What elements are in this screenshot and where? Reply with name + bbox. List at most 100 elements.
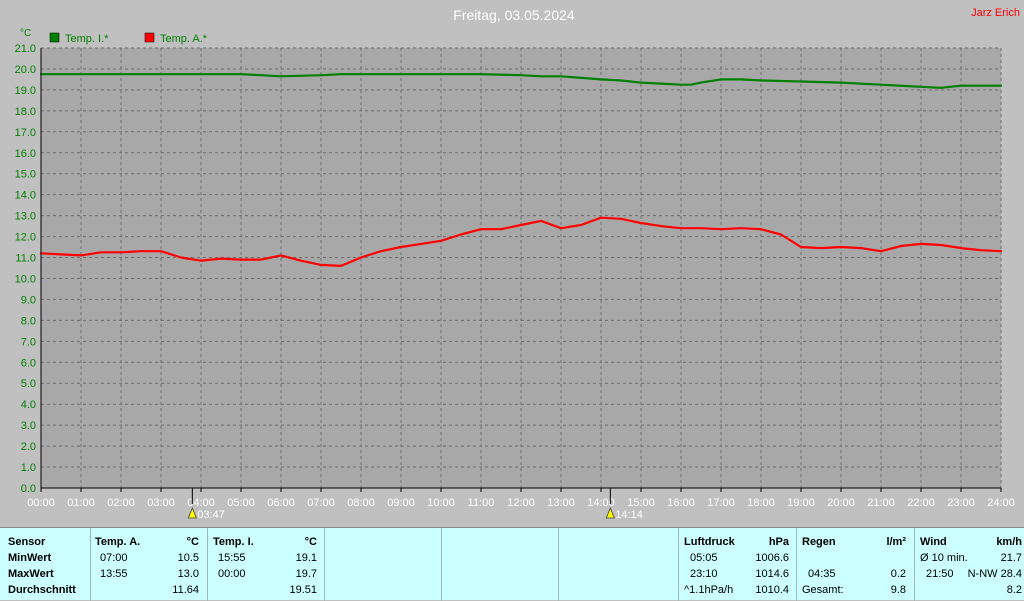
x-tick-label: 17:00: [707, 497, 735, 509]
temperature-chart: 0.0 1.0 2.0 3.0 4.0 5.0 6.0 7.0 8.0 9.0 10.0 11.0 12…: [15, 7, 1020, 521]
sun-marker-label: 14:14: [615, 509, 643, 521]
pressure-max-value: 1014.6: [755, 568, 789, 580]
legend: Temp. I.* Temp. A.*: [49, 32, 208, 45]
wind-last-value: 8.2: [1006, 584, 1022, 596]
chart-title: Freitag, 03.05.2024: [453, 7, 575, 23]
x-tick-label: 18:00: [747, 497, 775, 509]
legend-label: Temp. I.*: [65, 33, 109, 45]
pressure-min-value: 1006.6: [755, 552, 789, 564]
y-tick-label: 4.0: [21, 399, 36, 411]
x-tick-label: 20:00: [827, 497, 855, 509]
x-tick-label: 16:00: [667, 497, 695, 509]
pressure-max-time: 23:10: [690, 568, 718, 580]
y-tick-label: 2.0: [21, 441, 36, 453]
temp-a-min-time: 07:00: [100, 552, 128, 564]
y-tick-label: 10.0: [15, 273, 36, 285]
temp-a-header: Temp. A.: [95, 536, 141, 548]
x-tick-label: 23:00: [947, 497, 975, 509]
x-tick-label: 03:00: [147, 497, 175, 509]
row-label-max: MaxWert: [8, 568, 54, 580]
legend-swatch: [49, 32, 60, 43]
x-tick-label: 11:00: [468, 497, 495, 509]
x-tick-label: 05:00: [227, 497, 255, 509]
column-divider: [678, 528, 679, 601]
wind-header: Wind: [920, 536, 947, 548]
rain-header: Regen: [802, 536, 836, 548]
temp-i-max-value: 19.7: [295, 568, 317, 580]
x-tick-label: 04:00: [187, 497, 215, 509]
column-divider: [914, 528, 915, 601]
author-label: Jarz Erich: [971, 7, 1020, 19]
column-divider: [207, 528, 208, 601]
column-divider: [90, 528, 91, 601]
x-tick-label: 19:00: [787, 497, 815, 509]
y-tick-label: 0.0: [21, 483, 36, 495]
x-tick-label: 06:00: [267, 497, 295, 509]
row-label-min: MinWert: [8, 552, 52, 564]
series-line: [39, 73, 1003, 89]
x-tick-label: 01:00: [67, 497, 95, 509]
rain-unit: l/m²: [886, 536, 906, 548]
wind-gust-value: N-NW 28.4: [967, 568, 1022, 580]
y-axis-unit: °C: [20, 28, 31, 39]
pressure-current: 1010.4: [755, 584, 789, 596]
y-tick-label: 12.0: [15, 232, 36, 244]
x-tick-label: 21:00: [867, 497, 895, 509]
rain-value: 0.2: [890, 568, 906, 580]
temp-a-max-time: 13:55: [100, 568, 128, 580]
x-tick-label: 07:00: [307, 497, 335, 509]
x-tick-label: 09:00: [387, 497, 415, 509]
x-tick-label: 12:00: [507, 497, 535, 509]
x-tick-label: 08:00: [347, 497, 375, 509]
rain-time: 04:35: [808, 568, 836, 580]
x-tick-label: 24:00: [987, 497, 1015, 509]
x-tick-label: 00:00: [27, 497, 55, 509]
series-line: [39, 216, 1003, 267]
x-tick-label: 02:00: [107, 497, 135, 509]
temp-i-max-time: 00:00: [218, 568, 246, 580]
temp-i-min-time: 15:55: [218, 552, 246, 564]
y-tick-label: 13.0: [15, 211, 36, 223]
y-tick-label: 11.0: [15, 253, 36, 265]
y-tick-label: 9.0: [21, 294, 36, 306]
temp-i-avg: 19.51: [289, 584, 317, 596]
column-divider: [796, 528, 797, 601]
legend-label: Temp. A.*: [160, 33, 208, 45]
pressure-header: Luftdruck: [684, 536, 735, 548]
column-divider: [441, 528, 442, 601]
y-tick-label: 18.0: [15, 106, 36, 118]
wind-gust-time: 21:50: [926, 568, 954, 580]
legend-swatch: [144, 32, 155, 43]
x-tick-label: 22:00: [907, 497, 935, 509]
y-tick-label: 20.0: [15, 64, 36, 76]
x-tick-label: 10:00: [427, 497, 455, 509]
sensor-header: Sensor: [8, 536, 46, 548]
temp-a-max-value: 13.0: [177, 568, 199, 580]
y-tick-label: 14.0: [15, 190, 36, 202]
sunset-icon: [605, 506, 615, 519]
axis-ticks: 0.0 1.0 2.0 3.0 4.0 5.0 6.0 7.0 8.0 9.0 10.0 11.0 12…: [15, 43, 1015, 521]
wind-unit: km/h: [996, 536, 1022, 548]
y-tick-label: 7.0: [21, 336, 36, 348]
wind-avg-label: Ø 10 min.: [920, 552, 968, 564]
x-tick-label: 14:00: [587, 497, 615, 509]
y-tick-label: 16.0: [15, 148, 36, 160]
temp-i-min-value: 19.1: [295, 552, 317, 564]
y-tick-label: 19.0: [15, 85, 36, 97]
pressure-trend: ^1.1hPa/h: [684, 584, 734, 596]
statistics-table: Sensor MinWert MaxWert Durchschnitt Temp…: [0, 527, 1024, 601]
temp-a-unit: °C: [186, 536, 199, 548]
y-tick-label: 17.0: [15, 127, 36, 139]
rain-total: 9.8: [890, 584, 906, 596]
wind-avg-value: 21.7: [1000, 552, 1022, 564]
grid-lines: [41, 47, 1002, 488]
y-tick-label: 8.0: [21, 315, 36, 327]
y-tick-label: 1.0: [21, 462, 36, 474]
sunrise-icon: [187, 506, 197, 519]
column-divider: [558, 528, 559, 601]
sun-marker-label: 03:47: [197, 509, 225, 521]
x-tick-label: 13:00: [547, 497, 575, 509]
y-tick-label: 6.0: [21, 357, 36, 369]
y-tick-label: 3.0: [21, 420, 36, 432]
rain-total-label: Gesamt:: [802, 584, 844, 596]
